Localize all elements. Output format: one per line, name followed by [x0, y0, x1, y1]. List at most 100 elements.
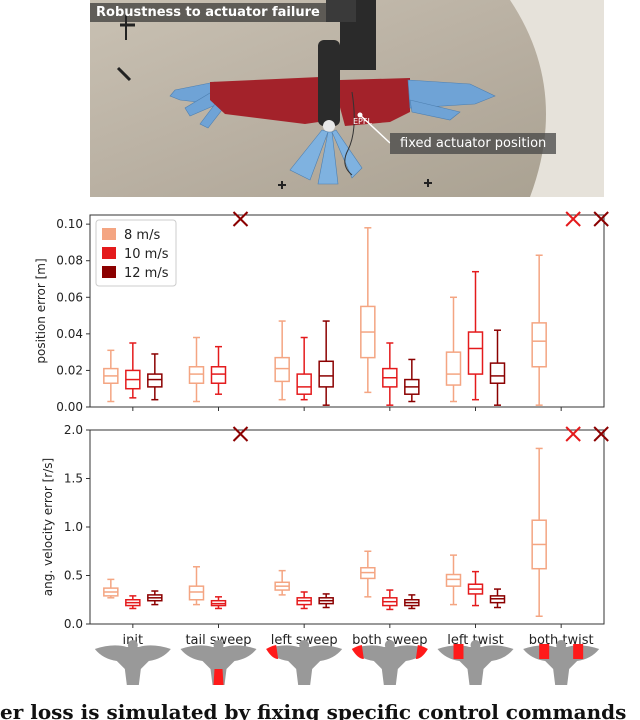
highlight-right-wing: [573, 644, 584, 659]
bird-silhouette: [351, 645, 428, 685]
bird-head: [556, 640, 567, 650]
box-10-m-s-init: [125, 595, 141, 610]
box-body: [489, 362, 506, 384]
box-body: [445, 351, 462, 386]
box-12-m-s-both-sweep: [404, 358, 420, 403]
box-8-m-s-tail-sweep: [188, 336, 205, 403]
box-10-m-s-tail-sweep: [210, 345, 227, 395]
bird-silhouette: [180, 645, 257, 685]
box-10-m-s-both-sweep: [382, 589, 398, 611]
box-10-m-s-left-sweep: [296, 591, 312, 610]
bird-head: [384, 640, 395, 650]
y-tick-label: 0.10: [56, 217, 83, 231]
box-8-m-s-left-twist: [445, 554, 462, 606]
charts-svg: 0.00 0.02 0.04 0.06 0.08 0.10 position error […: [34, 211, 609, 685]
box-body: [188, 366, 205, 384]
box-12-m-s-left-sweep: [318, 320, 334, 406]
box-8-m-s-both-sweep: [360, 227, 376, 394]
legend-label: 10 m/s: [124, 247, 169, 262]
bird-icon-tail-sweep: [180, 640, 257, 685]
highlight-left-wingtip: [266, 645, 279, 659]
y-tick-label: 0.08: [56, 254, 83, 268]
legend-swatch: [102, 247, 116, 259]
highlight-left-wing: [453, 644, 464, 659]
bird-head: [470, 640, 481, 650]
robot-photo: EPFL Robustness to actuator failure fixe…: [90, 0, 604, 197]
chart-panel-2: 0.0 0.5 1.0 1.5 2.0 ang. velocity error [r/s]…: [41, 423, 609, 648]
bird-icon-both-sweep: [351, 640, 428, 685]
box-8-m-s-init: [103, 349, 119, 403]
y-axis-label: ang. velocity error [r/s]: [41, 458, 55, 596]
wing-text: EPFL: [353, 117, 372, 126]
bird-icon-both-twist: [523, 640, 600, 685]
callout-label: fixed actuator position: [390, 133, 557, 154]
failure-stroke: [593, 211, 609, 227]
failure-stroke: [565, 211, 581, 227]
box-10-m-s-both-sweep: [382, 342, 398, 406]
box-10-m-s-init: [125, 342, 141, 399]
box-body: [531, 322, 547, 368]
bird-silhouette: [523, 645, 600, 685]
bird-icon-init: [94, 640, 171, 685]
box-8-m-s-both-twist: [531, 447, 547, 617]
box-10-m-s-left-sweep: [296, 336, 312, 401]
y-tick-label: 0.06: [56, 290, 83, 304]
y-tick-label: 0.5: [64, 569, 83, 583]
chart-panel-1: 0.00 0.02 0.04 0.06 0.08 0.10 position error […: [34, 211, 609, 414]
box-12-m-s-left-twist: [489, 588, 506, 609]
box-8-m-s-both-sweep: [360, 550, 376, 598]
failure-marker: [593, 211, 609, 227]
bird-head: [213, 640, 224, 650]
plot-frame: [89, 429, 605, 625]
box-8-m-s-init: [103, 578, 119, 599]
bird-head: [299, 640, 310, 650]
y-tick-label: 1.5: [64, 472, 83, 486]
y-tick-label: 0.02: [56, 363, 83, 377]
failure-marker: [232, 211, 249, 227]
y-tick-label: 0.04: [56, 327, 83, 341]
failure-marker: [232, 426, 249, 442]
box-10-m-s-left-twist: [467, 270, 484, 401]
box-12-m-s-left-twist: [489, 329, 506, 406]
box-8-m-s-tail-sweep: [188, 566, 205, 606]
y-axis-label: position error [m]: [34, 258, 48, 363]
box-body: [210, 366, 227, 384]
highlight-right-wingtip: [415, 645, 428, 659]
highlight-left-wingtip: [351, 645, 364, 659]
bird-icon-left-sweep: [266, 640, 343, 685]
box-body: [147, 373, 163, 388]
legend-swatch: [102, 266, 116, 278]
photo-title: Robustness to actuator failure: [90, 3, 326, 22]
box-body: [445, 573, 462, 587]
plot-frame: [89, 214, 605, 408]
box-12-m-s-init: [147, 590, 163, 606]
bird-silhouette: [266, 645, 343, 685]
failure-marker: [593, 426, 609, 442]
box-10-m-s-left-twist: [467, 570, 484, 607]
box-8-m-s-left-sweep: [274, 569, 290, 596]
bird-silhouette: [437, 645, 514, 685]
y-tick-label: 0.00: [56, 400, 83, 414]
failure-marker: [565, 426, 581, 442]
failure-stroke: [565, 426, 581, 442]
box-12-m-s-left-sweep: [318, 593, 334, 609]
box-10-m-s-tail-sweep: [210, 596, 227, 610]
charts-area: 0.00 0.02 0.04 0.06 0.08 0.10 position error […: [0, 205, 640, 715]
box-body: [188, 585, 205, 601]
box-body: [274, 356, 290, 383]
bird-icon-left-twist: [437, 640, 514, 685]
box-body: [296, 373, 312, 395]
y-tick-label: 0.0: [64, 617, 83, 631]
legend-swatch: [102, 228, 116, 240]
robot-photo-illustration: EPFL: [90, 0, 604, 197]
highlight-tail: [213, 669, 224, 685]
box-body: [318, 360, 334, 388]
bird-silhouette: [94, 645, 171, 685]
legend-label: 8 m/s: [124, 228, 160, 243]
y-tick-label: 1.0: [64, 520, 83, 534]
failure-stroke: [593, 426, 609, 442]
box-8-m-s-left-sweep: [274, 320, 290, 401]
box-12-m-s-init: [147, 353, 163, 401]
failure-marker: [565, 211, 581, 227]
failure-stroke: [232, 426, 249, 442]
